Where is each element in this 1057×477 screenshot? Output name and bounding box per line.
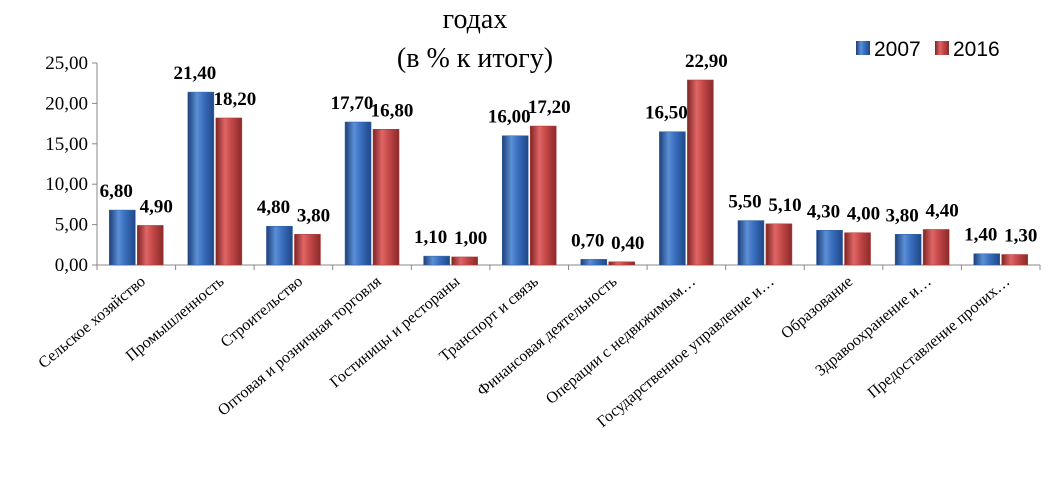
category-label-6: Финансовая деятельность [474,273,620,400]
category-label-2: Строительство [218,273,306,351]
y-tick-label: 20,00 [45,93,88,114]
category-label-4: Гостиницы и рестораны [327,273,464,391]
bar-2007-5 [501,135,529,266]
bar-2016-9 [844,232,871,266]
data-label-2016-3: 16,80 [371,100,414,121]
bar-2016-3 [372,129,400,266]
category-labels: Сельское хозяйствоПромышленностьСтроител… [35,273,1013,431]
data-label-2007-7: 16,50 [645,103,688,124]
bar-2007-11 [973,253,1000,266]
bar-2016-8 [765,223,793,266]
y-axis: 0,00 5,00 10,00 15,00 20,00 25,00 [45,53,98,276]
bar-2016-10 [922,229,950,266]
bar-2016-5 [529,125,557,266]
legend-swatch-2016 [935,41,949,55]
bar-2007-3 [344,121,372,266]
data-label-2007-9: 4,30 [807,201,840,222]
data-label-2007-11: 1,40 [964,225,997,246]
category-label-9: Образование [778,273,856,342]
bar-2007-6 [580,259,608,266]
data-label-2016-11: 1,30 [1004,225,1037,246]
bar-2016-2 [294,234,321,266]
bar-2007-7 [659,131,686,266]
y-tick-label: 10,00 [45,174,88,195]
bar-2016-0 [137,225,164,266]
bars [109,79,1028,266]
legend-label-2016: 2016 [953,38,1000,61]
y-tick-label: 5,00 [55,215,88,236]
bar-2007-1 [187,91,215,266]
legend: 2007 2016 [856,38,1000,61]
bar-2016-7 [687,79,714,266]
category-label-7: Операции с недвижимым… [543,273,699,408]
bar-2016-4 [451,256,478,266]
bar-2007-10 [894,234,922,266]
category-label-11: Предоставление прочих… [865,273,1014,402]
legend-swatch-2007 [856,41,870,55]
data-label-2016-1: 18,20 [214,89,257,110]
data-label-2007-6: 0,70 [571,230,604,251]
data-label-2016-4: 1,00 [454,228,487,249]
data-label-2007-4: 1,10 [414,227,447,248]
data-label-2007-10: 3,80 [886,205,919,226]
bar-2016-6 [608,261,636,266]
category-label-3: Оптовая и розничная торговля [215,273,385,420]
data-label-2007-1: 21,40 [174,63,217,84]
data-label-2016-6: 0,40 [611,233,644,254]
chart-title-line-2: (в % к итогу) [397,43,553,74]
data-label-2007-3: 17,70 [331,93,374,114]
data-label-2016-7: 22,90 [685,51,728,72]
y-tick-label: 0,00 [55,255,88,276]
y-tick-label: 25,00 [45,53,88,74]
data-label-2007-5: 16,00 [488,107,531,128]
chart-title-line-1: годах [443,4,508,35]
data-label-2016-9: 4,00 [847,204,880,225]
data-label-2016-5: 17,20 [528,97,571,118]
data-label-2007-0: 6,80 [100,181,133,202]
bar-2007-0 [109,209,136,266]
y-tick-label: 15,00 [45,134,88,155]
legend-label-2007: 2007 [874,38,921,61]
data-label-2007-8: 5,50 [728,192,761,213]
data-label-2007-2: 4,80 [257,197,290,218]
bar-2007-8 [737,220,765,266]
bar-2016-1 [215,117,243,266]
data-label-2016-10: 4,40 [926,200,959,221]
data-label-2016-0: 4,90 [140,196,173,217]
data-label-2016-2: 3,80 [297,205,330,226]
x-axis [96,264,1041,270]
bar-2016-11 [1001,254,1028,266]
chart-title: годах (в % к итогу) [397,4,553,74]
bar-2007-4 [423,255,450,266]
bar-2007-9 [816,230,843,266]
data-label-2016-8: 5,10 [768,195,801,216]
bar-2007-2 [266,225,293,266]
